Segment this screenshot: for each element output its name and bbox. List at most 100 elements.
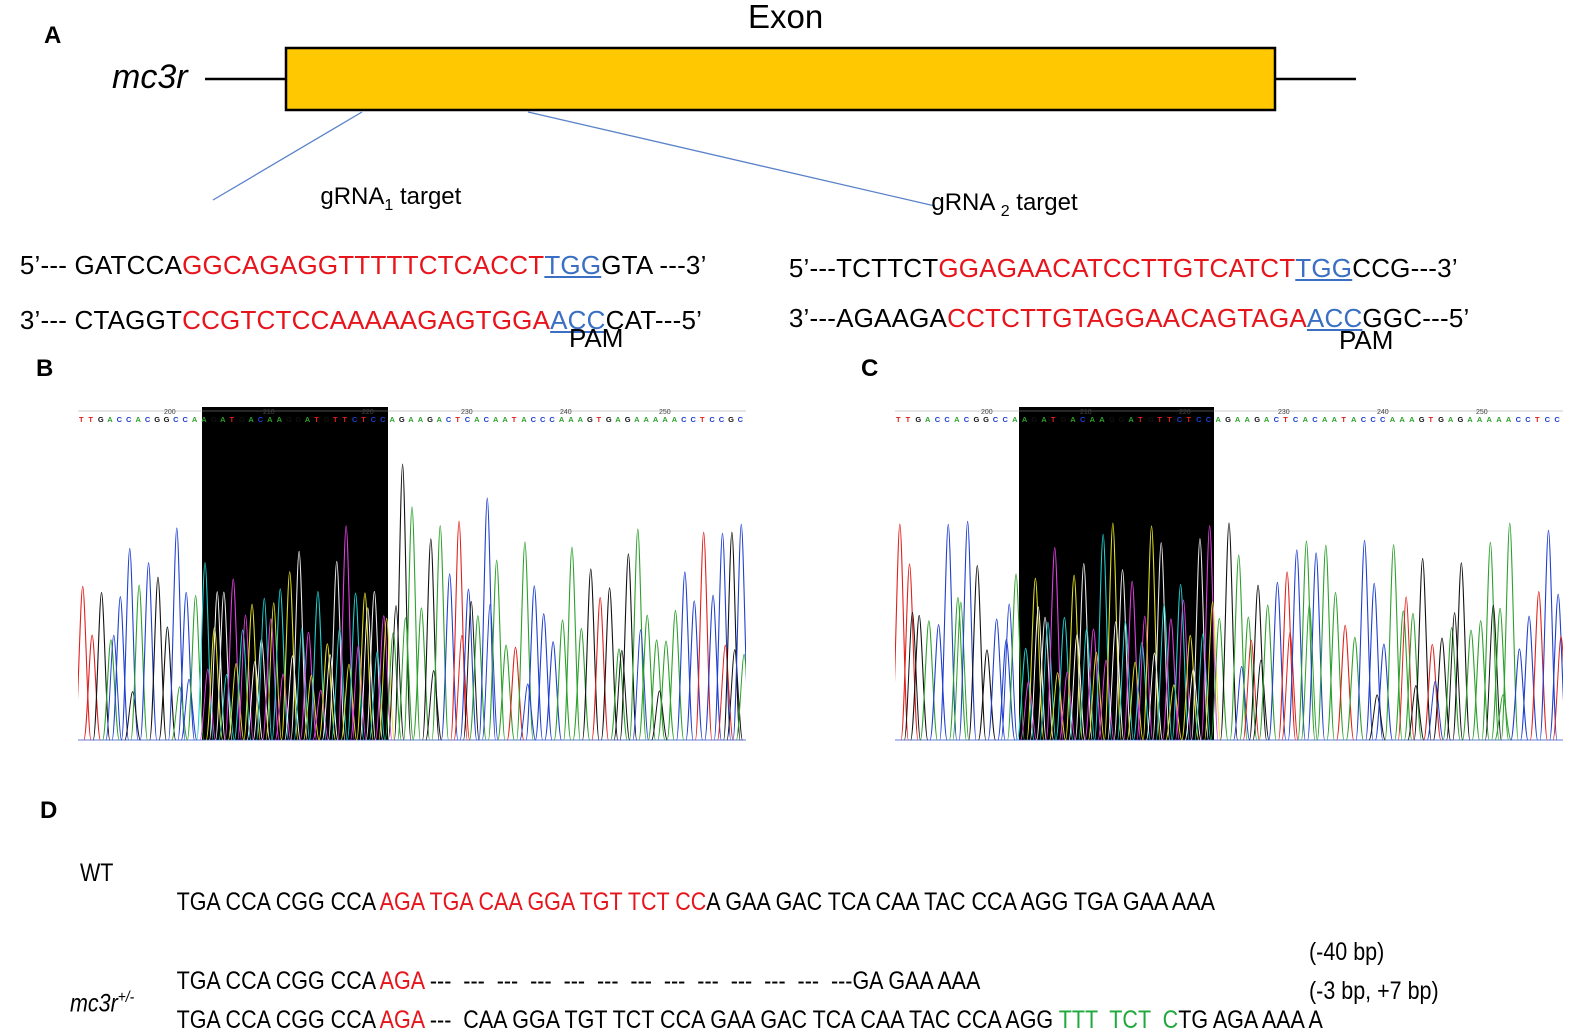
chromatogram-c-secondary-peak (1552, 635, 1563, 741)
chromatogram-c-base-call: C (944, 415, 950, 424)
chromatogram-b-peak (440, 573, 459, 741)
chromatogram-b-peak (506, 646, 525, 741)
chromatogram-c-base-call: C (1206, 415, 1212, 424)
chromatogram-b-secondary-peak (387, 605, 405, 741)
chromatogram-b-peak (647, 639, 666, 741)
chromatogram-c-peak (948, 596, 967, 741)
chromatogram-c-peak (1394, 610, 1413, 741)
mut2-pre: TGA CCA CGG CCA (176, 1006, 380, 1034)
chromatogram-c-peak (1268, 581, 1287, 741)
chromatogram-b-peak (120, 547, 139, 741)
chromatogram-b-secondary-peak (519, 683, 536, 741)
chromatogram-b-secondary-peak (303, 674, 320, 741)
grna1-bottom-pam: ACC (550, 305, 606, 335)
chromatogram-c-peak (1336, 624, 1355, 741)
chromatogram-b-peak (704, 594, 722, 741)
chromatogram-b-secondary-peak (105, 634, 123, 741)
chromatogram-b-base-call: A (267, 415, 273, 424)
chromatogram-c-peak (1432, 637, 1452, 741)
chromatogram-b-peak (666, 609, 685, 741)
chromatogram-b-base-call: A (192, 415, 198, 424)
chromatogram-c-secondary-peak (1058, 671, 1076, 741)
chromatogram-b-peak (676, 571, 694, 741)
chromatogram-b-base-call: A (502, 415, 508, 424)
chromatogram-c-peak (1210, 617, 1229, 741)
grna1-label: gRNA1 target (307, 155, 461, 215)
chromatogram-b-peak (299, 631, 318, 741)
chromatogram-b-peak (167, 527, 186, 741)
chromatogram-b-peak (553, 619, 572, 741)
chromatogram-b-base-call: A (634, 415, 640, 424)
chromatogram-c-base-call: A (1351, 415, 1357, 424)
chromatogram-b-peak (459, 588, 478, 741)
chromatogram-c-peak (997, 638, 1016, 741)
chromatogram-b-base-call: C (258, 415, 264, 424)
grna2-label-subscript: 2 (1000, 202, 1010, 220)
chromatogram-b-base-call: C (531, 415, 537, 424)
chromatogram-b-peak (393, 463, 412, 741)
chromatogram-c-peak (929, 624, 948, 741)
chromatogram-c-peak (1549, 593, 1563, 741)
chromatogram-c-ruler-number: 220 (1179, 409, 1191, 416)
chromatogram-c-base-call: T (1535, 415, 1540, 424)
chromatogram-b-secondary-peak (199, 668, 217, 741)
chromatogram-b-base-call: G (286, 415, 292, 424)
chromatogram-b-peak (346, 592, 365, 741)
chromatogram-c-base-call: G (973, 415, 979, 424)
chromatogram-b-base-call: A (389, 415, 395, 424)
chromatogram-c-base-call: C (1554, 415, 1560, 424)
chromatogram-b-peak (713, 532, 732, 741)
grna2-top-post: CCG---3’ (1352, 253, 1458, 283)
chromatogram-b-peak (271, 588, 290, 741)
chromatogram-c-secondary-peak (1068, 633, 1086, 741)
grna2-label-tail: target (1009, 189, 1078, 216)
chromatogram-b-base-call: G (728, 415, 734, 424)
chromatogram-c-peak (1374, 643, 1393, 741)
chromatogram-c-secondary-peak (1426, 680, 1444, 741)
chromatogram-c-base-call: A (1477, 415, 1483, 424)
chromatogram-c-base-call: A (1215, 415, 1221, 424)
chromatogram-b-secondary-peak (284, 655, 301, 741)
chromatogram-b-peak (327, 560, 346, 741)
chromatogram-c-peak (939, 523, 958, 741)
chromatogram-c-base-call: A (1390, 415, 1396, 424)
chromatogram-b-base-call: A (568, 415, 574, 424)
chromatogram-c-secondary-peak (1242, 639, 1260, 741)
chromatogram-b-base-call: T (361, 415, 366, 424)
chromatogram-c-peak (1161, 618, 1180, 741)
chromatogram-c-secondary-peak (1165, 684, 1183, 741)
chromatogram-c-base-call: G (915, 415, 921, 424)
chromatogram-c-base-call: A (1245, 415, 1251, 424)
chromatogram-c-base-call: A (1322, 415, 1328, 424)
wt-seq-target: AGA TGA CAA GGA TGT TCT CC (379, 888, 707, 916)
chromatogram-b-peak (158, 626, 177, 741)
chromatogram-b-peak (83, 634, 101, 741)
chromatogram-b-secondary-peak (717, 644, 734, 741)
chromatogram-b-secondary-peak (378, 617, 395, 741)
chromatogram-b-base-call: T (596, 415, 601, 424)
chromatogram-c-secondary-peak (1107, 621, 1125, 741)
chromatogram-c-ruler-number: 240 (1377, 409, 1389, 416)
chromatogram-b-base-call: C (145, 415, 151, 424)
chromatogram-b-base-call: T (230, 415, 235, 424)
chromatogram-c-peak (1123, 580, 1142, 741)
chromatogram-c-peak (1103, 522, 1122, 741)
chromatogram-c-peak (1239, 616, 1258, 741)
chromatogram-c-secondary-peak (952, 601, 970, 741)
chromatogram-b-base-call: A (135, 415, 141, 424)
mutant-allele-1-note: (-40 bp) (1309, 938, 1385, 966)
chromatogram-b-secondary-peak (651, 690, 668, 741)
wt-seq-pre: TGA CCA CGG CCA (176, 888, 380, 916)
chromatogram-c-peak (910, 614, 929, 741)
chromatogram-b-base-call: C (691, 415, 697, 424)
chromatogram-c-secondary-peak (1116, 621, 1134, 741)
chromatogram-c-peak (1452, 562, 1471, 741)
chromatogram-c-base-call: T (1186, 415, 1191, 424)
chromatogram-b-ruler-number: 250 (659, 409, 671, 416)
grna1-bottom-strand: 3’--- CTAGGTCCGTCTCCAAAAAGAGTGGAACCCAT--… (5, 274, 702, 336)
chromatogram-c-peak (1481, 541, 1500, 741)
chromatogram-b-ruler-number: 240 (560, 409, 572, 416)
chromatogram-c-base-call: C (1361, 415, 1367, 424)
chromatogram-b-peak (262, 618, 280, 741)
chromatogram-c-peak (958, 520, 977, 741)
